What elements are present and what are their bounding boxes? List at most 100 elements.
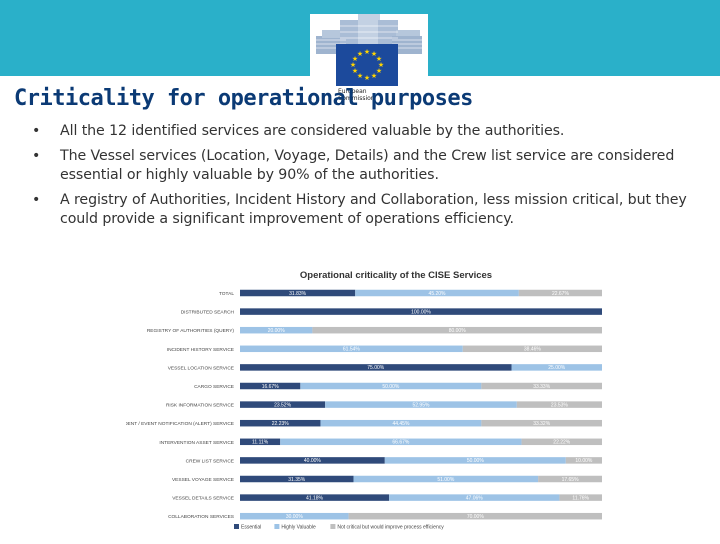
bar-segment: [355, 289, 519, 297]
svg-text:★: ★: [378, 61, 384, 69]
data-label: 70.00%: [467, 514, 485, 520]
bar-segment: [518, 289, 602, 297]
svg-text:★: ★: [357, 50, 363, 58]
bar-segment: [240, 512, 349, 520]
svg-text:★: ★: [364, 48, 370, 56]
legend-label: Essential: [241, 525, 261, 531]
bar-segment: [240, 457, 385, 464]
svg-text:★: ★: [350, 61, 356, 69]
bar-segment: [240, 308, 602, 315]
bar-segment: [240, 289, 356, 297]
data-label: 30.00%: [286, 514, 304, 520]
bullet-marker: •: [32, 147, 41, 164]
data-label: 23.53%: [551, 402, 569, 408]
data-label: 17.65%: [562, 477, 580, 483]
legend-swatch: [330, 524, 336, 529]
bar-segment: [280, 438, 522, 446]
data-label: 61.54%: [343, 347, 361, 353]
bar-segment: [240, 475, 354, 483]
data-label: 75.00%: [367, 365, 385, 371]
data-label: 23.52%: [274, 402, 292, 408]
bar-segment: [538, 475, 602, 483]
bullet-text: A registry of Authorities, Incident Hist…: [60, 191, 687, 228]
category-label: RISK INFORMATION SERVICE: [166, 403, 234, 409]
data-label: 22.23%: [272, 421, 290, 427]
svg-text:★: ★: [352, 55, 358, 63]
data-label: 40.00%: [304, 458, 322, 464]
category-label: DISTRIBUTED SEARCH: [181, 310, 235, 316]
bullet-marker: •: [32, 123, 41, 139]
bar-segment: [348, 512, 602, 520]
category-label: TOTAL: [219, 291, 234, 297]
data-label: 11.76%: [572, 495, 589, 501]
data-label: 10.00%: [575, 458, 593, 464]
bar-segment: [384, 457, 566, 464]
bar-segment: [516, 401, 602, 408]
chart-title: Operational criticality of the CISE Serv…: [300, 270, 492, 281]
data-label: 33.33%: [533, 384, 551, 390]
data-label: 22.22%: [553, 440, 571, 446]
bar-segment: [559, 494, 602, 501]
category-label: INCIDENT / EVENT NOTIFICATION (ALERT) SE…: [126, 421, 234, 427]
data-label: 51.00%: [437, 477, 455, 483]
bar-segment: [240, 382, 301, 390]
criticality-chart: Operational criticality of the CISE Serv…: [115, 262, 612, 540]
data-label: 100.00%: [411, 309, 431, 315]
european-commission-logo: ★ ★ ★ ★ ★ ★ ★ ★ ★ ★ ★ ★ European Commission: [310, 14, 428, 104]
svg-text:★: ★: [371, 50, 377, 58]
bar-segment: [481, 419, 602, 427]
data-label: 22.67%: [552, 291, 570, 297]
category-label: INTERVENTION ASSET SERVICE: [159, 440, 234, 446]
bullet-text: All the 12 identified services are consi…: [60, 123, 565, 139]
bullet-list: • All the 12 identified services are cons…: [32, 122, 716, 235]
svg-text:★: ★: [352, 67, 358, 75]
data-label: 47.06%: [466, 495, 484, 501]
svg-text:★: ★: [371, 72, 377, 80]
legend-swatch: [274, 524, 280, 529]
category-label: COLLABORATION SERVICES: [168, 514, 234, 520]
bar-segment: [325, 401, 517, 408]
bullet-text: The Vessel services (Location, Voyage, D…: [60, 147, 675, 184]
data-label: 38.46%: [524, 347, 542, 353]
data-label: 80.00%: [449, 328, 467, 334]
logo-line-2: Commission: [338, 95, 375, 102]
bar-segment: [240, 494, 390, 501]
bar-segment: [511, 364, 602, 371]
bar-segment: [300, 382, 482, 390]
svg-text:★: ★: [376, 67, 382, 75]
data-label: 20.00%: [268, 328, 286, 334]
bar-segment: [521, 438, 602, 446]
category-label: CARGO SERVICE: [194, 384, 234, 390]
logo-line-1: European: [338, 88, 367, 95]
page-title: Criticality for operational purposes: [14, 86, 473, 111]
category-label: VESSEL LOCATION SERVICE: [168, 365, 234, 371]
legend-label: Not critical but would improve process e…: [337, 525, 444, 531]
bar-segment: [240, 401, 326, 408]
bar-segment: [240, 326, 313, 334]
bar-segment: [240, 345, 463, 353]
criticality-chart-svg: Operational criticality of the CISE Serv…: [115, 270, 602, 531]
bar-segment: [240, 438, 281, 446]
bullet-item: • A registry of Authorities, Incident His…: [32, 191, 716, 230]
data-label: 25.00%: [548, 365, 566, 371]
data-label: 16.67%: [262, 384, 280, 390]
legend-label: Highly Valuable: [281, 525, 316, 531]
bullet-item: • The Vessel services (Location, Voyage, …: [32, 147, 716, 186]
data-label: 11.11%: [252, 440, 269, 446]
data-label: 31.35%: [288, 477, 306, 483]
category-label: REGISTRY OF AUTHORITIES (QUERY): [147, 328, 235, 334]
category-label: VESSEL VOYAGE SERVICE: [172, 477, 234, 483]
bar-segment: [240, 364, 512, 371]
bar-segment: [389, 494, 560, 501]
bar-segment: [240, 419, 321, 427]
data-label: 44.45%: [392, 421, 410, 427]
bar-segment: [353, 475, 539, 483]
data-label: 52.95%: [412, 402, 430, 408]
bar-segment: [565, 457, 602, 464]
svg-text:★: ★: [364, 74, 370, 82]
data-label: 66.67%: [392, 440, 410, 446]
data-label: 50.00%: [467, 458, 485, 464]
data-label: 50.00%: [382, 384, 400, 390]
data-label: 31.83%: [289, 291, 307, 297]
logo-text: European Commission: [338, 88, 375, 102]
